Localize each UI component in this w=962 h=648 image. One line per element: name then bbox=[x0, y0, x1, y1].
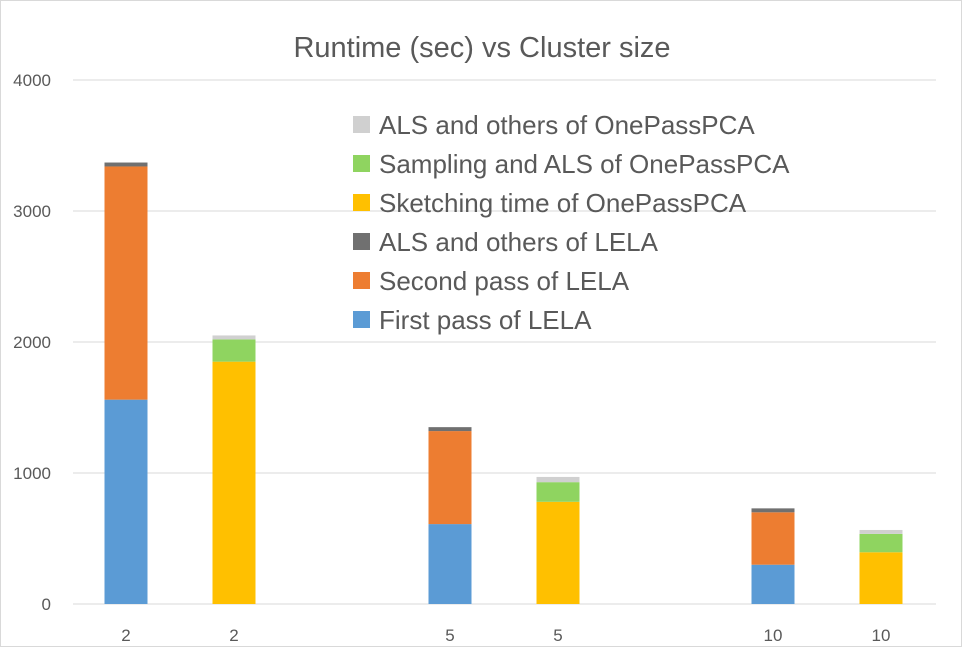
bar-segment bbox=[536, 501, 580, 604]
bar-segment bbox=[104, 399, 148, 604]
x-tick-label: 10 bbox=[872, 626, 891, 645]
x-tick-label: 5 bbox=[445, 626, 454, 645]
bar-segment bbox=[212, 361, 256, 604]
legend-swatch bbox=[353, 194, 370, 211]
x-tick-label: 2 bbox=[229, 626, 238, 645]
bar-segment bbox=[859, 529, 903, 534]
x-tick-label: 10 bbox=[764, 626, 783, 645]
bar-segment bbox=[751, 508, 795, 513]
legend-label: Second pass of LELA bbox=[379, 266, 630, 296]
y-tick-label: 0 bbox=[42, 595, 51, 614]
legend-label: ALS and others of LELA bbox=[379, 227, 659, 257]
bar-segment bbox=[859, 552, 903, 604]
y-tick-label: 2000 bbox=[13, 333, 51, 352]
x-tick-label: 2 bbox=[121, 626, 130, 645]
legend-swatch bbox=[353, 116, 370, 133]
legend-label: ALS and others of OnePassPCA bbox=[379, 110, 755, 140]
bar-segment bbox=[751, 564, 795, 604]
bar-segment bbox=[751, 512, 795, 565]
legend-label: Sketching time of OnePassPCA bbox=[379, 188, 747, 218]
bar-segment bbox=[104, 166, 148, 400]
bar-segment bbox=[212, 335, 256, 340]
legend-swatch bbox=[353, 272, 370, 289]
legend-label: First pass of LELA bbox=[379, 305, 592, 335]
bar-segment bbox=[104, 162, 148, 167]
bar-segment bbox=[536, 476, 580, 483]
bar-segment bbox=[428, 431, 472, 525]
bar-segment bbox=[212, 339, 256, 362]
legend-swatch bbox=[353, 233, 370, 250]
x-axis-labels: 2 2 5 5 10 10 bbox=[121, 626, 890, 645]
y-tick-label: 1000 bbox=[13, 464, 51, 483]
bar-segment bbox=[428, 427, 472, 432]
bar-segment bbox=[859, 533, 903, 553]
legend-label: Sampling and ALS of OnePassPCA bbox=[379, 149, 790, 179]
bars bbox=[104, 162, 903, 604]
chart-title: Runtime (sec) vs Cluster size bbox=[293, 32, 670, 64]
x-tick-label: 5 bbox=[553, 626, 562, 645]
y-axis-labels: 0 1000 2000 3000 4000 bbox=[13, 71, 51, 614]
y-tick-label: 4000 bbox=[13, 71, 51, 90]
legend-swatch bbox=[353, 311, 370, 328]
bar-segment bbox=[536, 482, 580, 502]
y-tick-label: 3000 bbox=[13, 202, 51, 221]
legend-swatch bbox=[353, 155, 370, 172]
bar-segment bbox=[428, 524, 472, 604]
legend: ALS and others of OnePassPCA Sampling and… bbox=[353, 110, 790, 335]
